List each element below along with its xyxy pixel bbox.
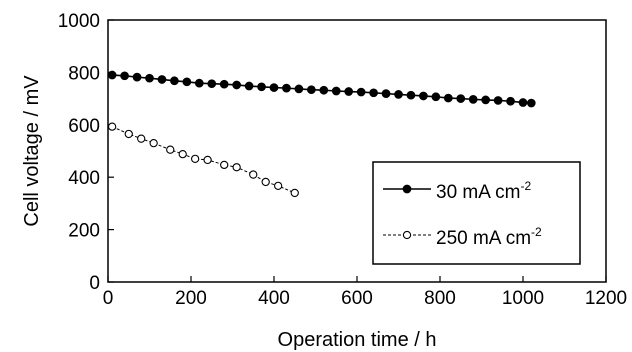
data-point — [182, 77, 192, 87]
data-point — [107, 70, 117, 80]
data-point — [157, 75, 167, 84]
data-point — [232, 163, 241, 172]
x-tick-label: 800 — [424, 288, 456, 309]
y-tick-label: 200 — [68, 221, 100, 242]
data-point — [273, 181, 283, 190]
legend-label-main: 30 mA cm — [436, 182, 520, 203]
data-point — [108, 122, 117, 131]
data-point — [518, 98, 528, 107]
data-point — [120, 71, 129, 81]
data-point — [406, 90, 416, 100]
data-point — [132, 72, 142, 82]
data-point — [194, 78, 204, 88]
legend-label: 250 mA cm-2 — [436, 225, 542, 249]
data-point — [381, 89, 391, 98]
data-point — [232, 80, 241, 90]
x-tick-label: 200 — [175, 288, 207, 309]
legend-marker — [402, 184, 412, 194]
y-tick-label: 0 — [89, 273, 100, 294]
data-point — [178, 149, 187, 159]
x-tick-label: 600 — [341, 288, 373, 309]
plot-frame — [107, 19, 607, 283]
legend-label-superscript: -2 — [531, 225, 542, 239]
y-axis-ticks: 0 200 400 600 800 1000 — [58, 11, 114, 294]
data-point — [290, 188, 299, 198]
legend-marker — [402, 230, 412, 240]
x-tick-label: 1000 — [502, 288, 544, 309]
x-tick-label: 400 — [258, 288, 290, 309]
data-point — [257, 82, 266, 92]
data-point — [331, 86, 341, 96]
data-point — [443, 93, 453, 103]
y-tick-label: 800 — [68, 63, 100, 84]
data-point — [190, 154, 200, 164]
data-point — [468, 95, 478, 104]
data-point — [124, 129, 133, 139]
data-point — [456, 94, 466, 103]
series-2 — [108, 122, 299, 198]
series-1 — [107, 70, 536, 108]
x-tick-label: 0 — [103, 288, 114, 309]
data-point — [493, 96, 503, 105]
y-tick-label: 1000 — [58, 11, 100, 32]
data-point — [249, 170, 258, 179]
data-point — [419, 91, 428, 101]
data-point — [526, 98, 536, 108]
data-point — [294, 84, 304, 94]
data-point — [344, 87, 354, 96]
y-axis-label: Cell voltage / mV — [21, 75, 43, 227]
data-point — [282, 83, 291, 93]
data-point — [170, 76, 179, 86]
data-point — [481, 95, 491, 105]
x-axis-label: Operation time / h — [278, 329, 437, 351]
legend-label: 30 mA cm-2 — [436, 179, 531, 203]
data-point — [261, 177, 270, 187]
data-point — [506, 96, 515, 106]
data-point — [369, 88, 378, 98]
data-point — [149, 138, 158, 148]
legend-label-superscript: -2 — [520, 179, 531, 193]
data-point — [431, 92, 441, 102]
data-point — [207, 79, 217, 89]
data-point — [394, 90, 403, 99]
legend-box — [372, 161, 581, 265]
legend-item: 30 mA cm-2 — [383, 179, 531, 203]
data-point — [356, 87, 366, 97]
x-tick-label: 1200 — [585, 288, 627, 309]
y-tick-label: 600 — [68, 116, 100, 137]
plot-series — [107, 70, 536, 198]
data-point — [137, 134, 146, 143]
data-point — [269, 83, 279, 92]
data-point — [220, 160, 229, 170]
data-point — [244, 81, 254, 91]
y-tick-label: 400 — [68, 168, 100, 189]
data-point — [307, 85, 316, 95]
data-point — [219, 79, 229, 89]
data-point — [145, 73, 154, 83]
legend-label-main: 250 mA cm — [436, 228, 531, 249]
data-point — [203, 155, 212, 165]
legend-item: 250 mA cm-2 — [383, 225, 542, 249]
data-point — [166, 145, 175, 154]
x-axis-ticks: 0 200 400 600 800 1000 1200 — [103, 276, 627, 309]
data-point — [319, 85, 329, 95]
